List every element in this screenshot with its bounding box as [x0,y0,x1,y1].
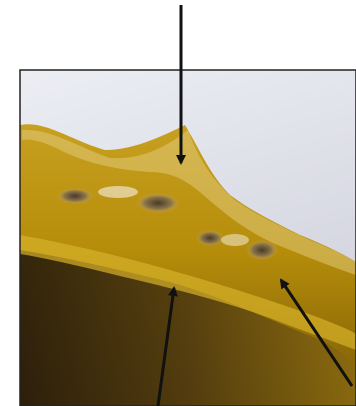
nodule-4 [246,240,278,260]
pale-highlight-1 [98,186,138,198]
bottom-right-arrow [279,278,354,387]
crest-highlight [22,129,356,275]
photo [20,70,356,406]
photo-frame [19,69,356,406]
nodule-1 [57,188,93,204]
bottom-left-arrow [156,286,178,406]
pale-highlight-2 [221,234,249,246]
golden-band [20,235,356,350]
lower-shadow [20,250,356,406]
nodule-2 [136,193,180,213]
nodule-3 [196,230,224,246]
